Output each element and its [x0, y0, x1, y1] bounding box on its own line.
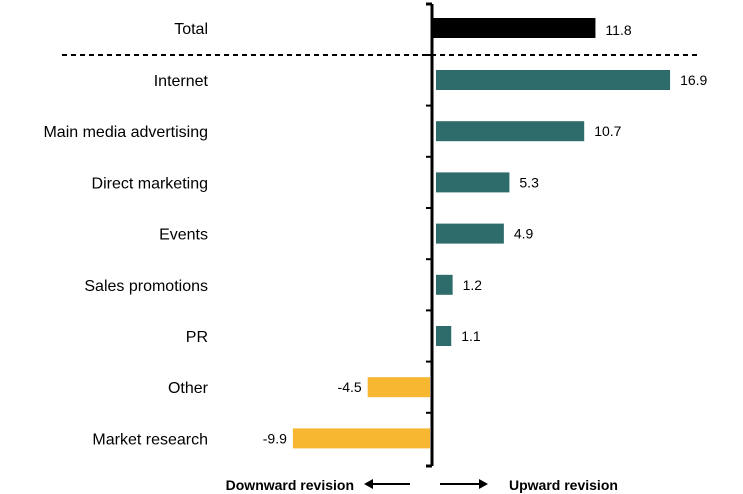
bar-row: Main media advertising 10.7 — [43, 121, 622, 142]
upward-revision-label: Upward revision — [509, 477, 618, 493]
bar-row: Sales promotions 1.2 — [84, 274, 483, 295]
bar-value-label: 10.7 — [594, 123, 621, 139]
bar — [436, 223, 504, 244]
bar-value-label: 1.2 — [463, 277, 483, 293]
bar — [367, 377, 430, 398]
category-label: Direct marketing — [92, 175, 208, 192]
bar-value-label: -9.9 — [263, 430, 287, 446]
total-category-label: Total — [174, 21, 208, 38]
bars-group: Internet 16.9 Main media advertising 10.7 Di… — [43, 70, 708, 449]
bar — [436, 274, 453, 295]
bar — [436, 70, 671, 90]
bar-row: Events 4.9 — [159, 223, 534, 244]
bar — [436, 326, 452, 346]
bar-row: Market research -9.9 — [92, 428, 430, 449]
category-label: PR — [186, 329, 208, 346]
bar — [436, 121, 585, 142]
downward-revision-label: Downward revision — [226, 477, 354, 493]
category-label: Main media advertising — [43, 124, 208, 141]
total-group: Total 11.8 — [174, 18, 632, 38]
left-arrow-icon — [364, 479, 410, 489]
category-label: Sales promotions — [84, 278, 208, 295]
right-arrow-icon — [440, 479, 488, 489]
bar-row: Internet 16.9 — [154, 70, 708, 90]
bar-row: PR 1.1 — [186, 326, 481, 346]
category-label: Other — [168, 380, 209, 397]
bar-value-label: 16.9 — [680, 72, 707, 88]
total-bar — [432, 18, 596, 38]
bar — [292, 428, 430, 449]
bar — [436, 172, 510, 193]
axis-ticks-group — [426, 2, 432, 468]
bar-value-label: 1.1 — [461, 328, 481, 344]
bar-value-label: 4.9 — [514, 226, 534, 242]
category-label: Events — [159, 227, 208, 244]
bar-value-label: 5.3 — [519, 174, 539, 190]
bar-row: Other -4.5 — [168, 377, 430, 398]
total-value-label: 11.8 — [605, 22, 631, 38]
category-label: Market research — [92, 431, 208, 448]
category-label: Internet — [154, 73, 209, 90]
revision-footer: Downward revision Upward revision — [226, 477, 618, 493]
bar-value-label: -4.5 — [338, 379, 362, 395]
bar-row: Direct marketing 5.3 — [92, 172, 539, 193]
